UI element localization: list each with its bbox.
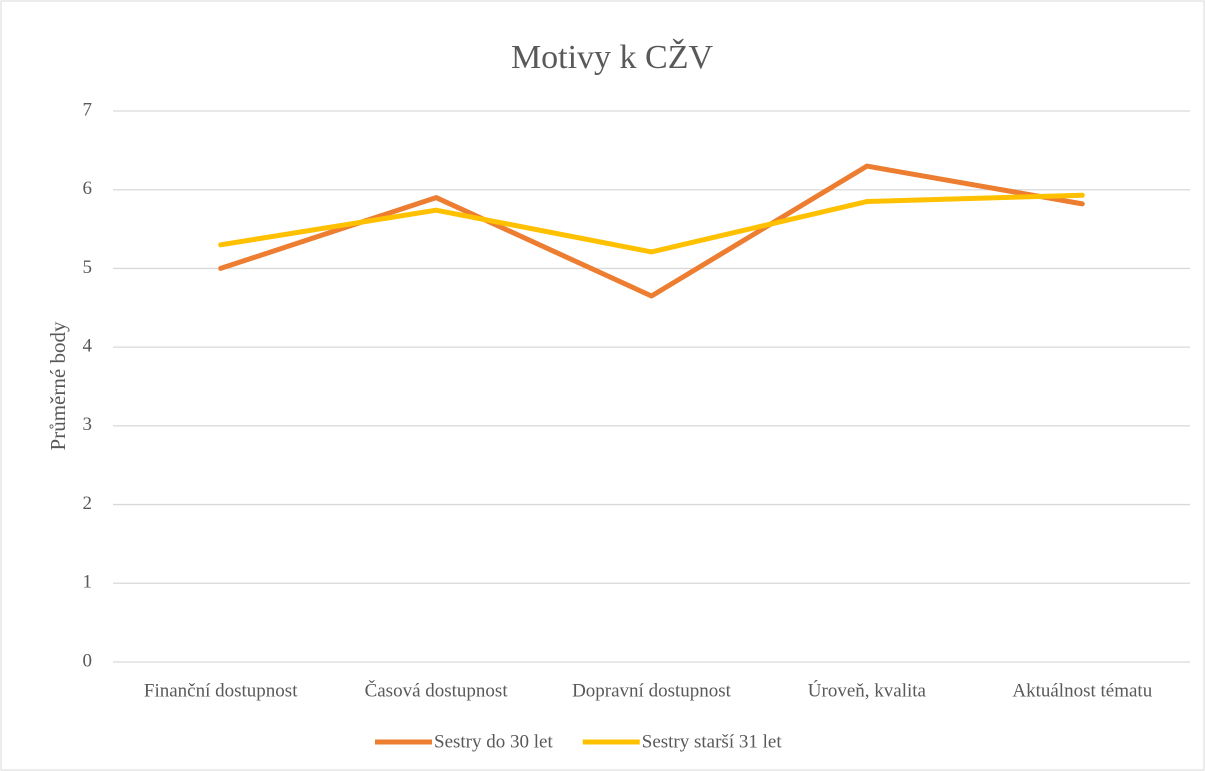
x-tick-label: Aktuálnost tématu xyxy=(1012,680,1152,701)
x-tick-label: Finanční dostupnost xyxy=(144,680,298,701)
chart-title: Motivy k CŽV xyxy=(511,39,714,76)
y-tick-label: 4 xyxy=(83,336,93,357)
series-line xyxy=(218,192,1085,255)
y-tick-label: 0 xyxy=(83,650,93,671)
legend-label: Sestry starší 31 let xyxy=(642,731,783,752)
x-tick-label: Úroveň, kvalita xyxy=(808,679,927,701)
y-axis-label: Průměrné body xyxy=(46,321,70,450)
y-tick-label: 7 xyxy=(83,99,93,120)
y-tick-label: 2 xyxy=(83,493,93,514)
y-tick-label: 3 xyxy=(83,414,93,435)
x-tick-label: Časová dostupnost xyxy=(365,679,509,701)
y-tick-label: 6 xyxy=(83,178,93,199)
y-tick-label: 5 xyxy=(83,257,93,278)
y-tick-label: 1 xyxy=(83,572,93,593)
x-tick-label: Dopravní dostupnost xyxy=(572,680,732,701)
legend-label: Sestry do 30 let xyxy=(434,731,553,752)
